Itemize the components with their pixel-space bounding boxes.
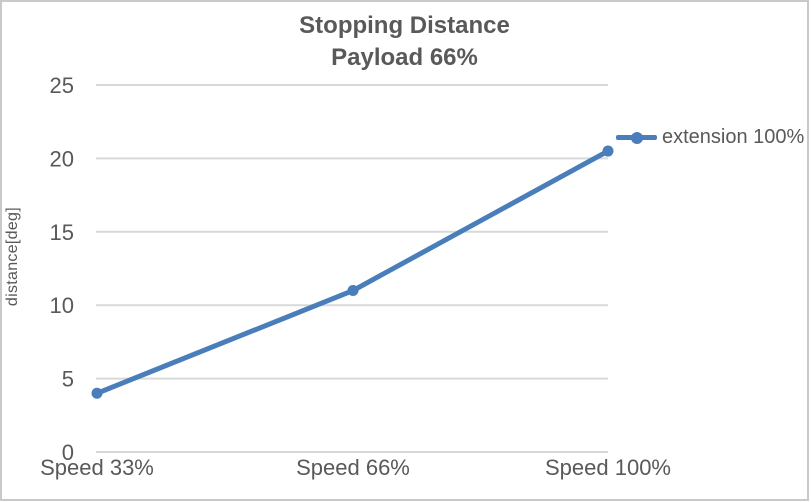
y-tick-label: 5 — [62, 367, 74, 392]
data-point-marker — [91, 387, 103, 399]
x-axis-label: Speed 100% — [545, 455, 671, 480]
y-tick-label: 20 — [50, 146, 74, 171]
y-tick-label: 15 — [50, 220, 74, 245]
legend-line-marker-icon — [616, 131, 657, 144]
x-axis-label: Speed 33% — [40, 455, 154, 480]
y-tick-label: 10 — [50, 293, 74, 318]
y-tick-label: 25 — [50, 73, 74, 98]
legend-dot-icon — [630, 131, 643, 144]
legend-label: extension 100% — [662, 126, 805, 148]
x-axis-label: Speed 66% — [296, 455, 410, 480]
series-line — [94, 148, 611, 396]
data-point-marker — [602, 145, 614, 157]
y-tick-label: 0 — [62, 440, 74, 465]
legend: extension 100% — [616, 126, 804, 149]
data-point-marker — [347, 285, 359, 297]
